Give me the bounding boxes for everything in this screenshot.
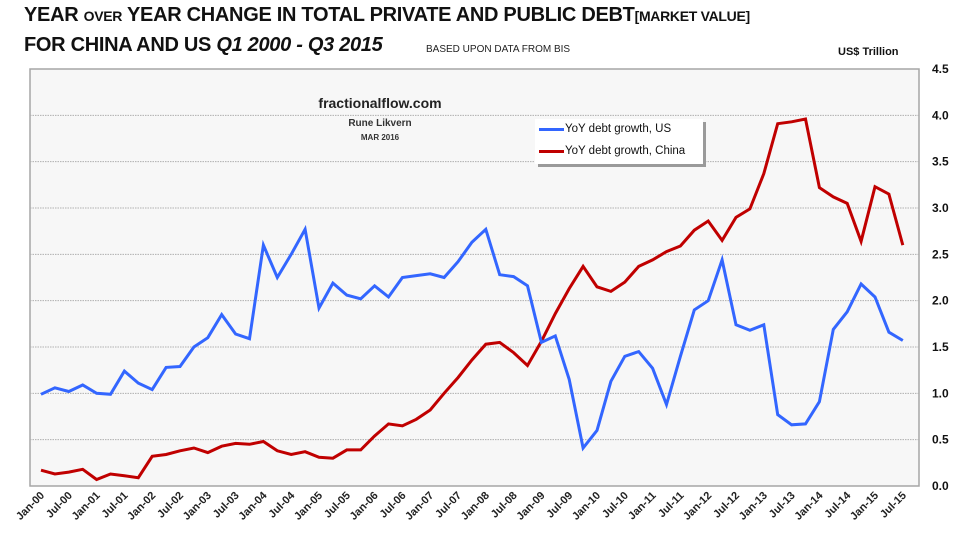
legend-swatch-us — [539, 127, 564, 131]
legend-item-us: YoY debt growth, US — [539, 123, 671, 135]
y-tick-label: 3.5 — [932, 155, 949, 169]
chart-title-line-1: YEAR OVER YEAR CHANGE IN TOTAL PRIVATE A… — [24, 4, 750, 27]
chart-legend: YoY debt growth, US YoY debt growth, Chi… — [535, 119, 703, 164]
x-tick-label: Jan-15 — [848, 490, 881, 523]
x-tick-label: Jan-12 — [681, 490, 714, 523]
y-tick-label: 1.5 — [932, 340, 949, 354]
x-tick-label: Jan-09 — [514, 490, 547, 523]
y-tick-label: 3.0 — [932, 201, 949, 215]
x-tick-label: Jan-14 — [792, 489, 826, 523]
y-axis-ticks: 0.0 0.5 1.0 1.5 2.0 2.5 3.0 3.5 4.0 4.5 — [932, 62, 949, 493]
x-tick-label: Jul-15 — [878, 490, 909, 521]
y-tick-label: 4.5 — [932, 62, 949, 76]
x-axis-ticks: Jan-00Jul-00Jan-01Jul-01Jan-02Jul-02Jan-… — [14, 489, 909, 523]
x-tick-label: Jan-01 — [70, 490, 103, 523]
x-tick-label: Jan-11 — [626, 490, 659, 523]
x-tick-label: Jan-05 — [292, 490, 325, 523]
x-tick-label: Jan-07 — [403, 490, 436, 523]
y-axis-title: US$ Trillion — [838, 46, 899, 58]
x-tick-label: Jan-04 — [236, 489, 270, 523]
x-tick-label: Jan-10 — [570, 490, 603, 523]
title-over-text: OVER — [83, 8, 123, 24]
legend-swatch-china — [539, 149, 564, 153]
title-countries: FOR CHINA AND US — [24, 34, 217, 56]
x-tick-label: Jan-13 — [737, 490, 770, 523]
y-tick-label: 0.0 — [932, 479, 949, 493]
y-tick-label: 0.5 — [932, 433, 949, 447]
x-tick-label: Jan-03 — [181, 490, 214, 523]
x-tick-label: Jan-02 — [125, 490, 158, 523]
watermark-author: Rune Likvern — [348, 118, 412, 129]
y-tick-label: 2.5 — [932, 247, 949, 261]
title-text: YEAR — [24, 4, 84, 26]
series-lines — [40, 117, 905, 482]
source-note: BASED UPON DATA FROM BIS — [426, 44, 571, 55]
y-tick-label: 4.0 — [932, 108, 949, 122]
legend-label-us: YoY debt growth, US — [565, 123, 672, 135]
chart-title-line-2: FOR CHINA AND US Q1 2000 - Q3 2015 — [24, 34, 383, 57]
legend-label-china: YoY debt growth, China — [565, 145, 686, 157]
plot-area — [29, 68, 920, 487]
title-market-value-note: [MARKET VALUE] — [634, 8, 751, 24]
x-tick-label: Jan-00 — [14, 490, 47, 523]
y-tick-label: 2.0 — [932, 294, 949, 308]
y-tick-label: 1.0 — [932, 386, 949, 400]
x-tick-label: Jan-06 — [348, 490, 381, 523]
x-tick-label: Jan-08 — [459, 490, 492, 523]
x-tick-label: Jul-10 — [600, 490, 631, 521]
title-period: Q1 2000 - Q3 2015 — [216, 34, 383, 56]
watermark-site: fractionalflow.com — [318, 95, 442, 111]
watermark-date: MAR 2016 — [360, 133, 400, 142]
title-text-cont: YEAR CHANGE IN TOTAL PRIVATE AND PUBLIC … — [122, 4, 635, 26]
legend-item-china: YoY debt growth, China — [539, 145, 685, 157]
gridlines — [30, 114, 919, 441]
